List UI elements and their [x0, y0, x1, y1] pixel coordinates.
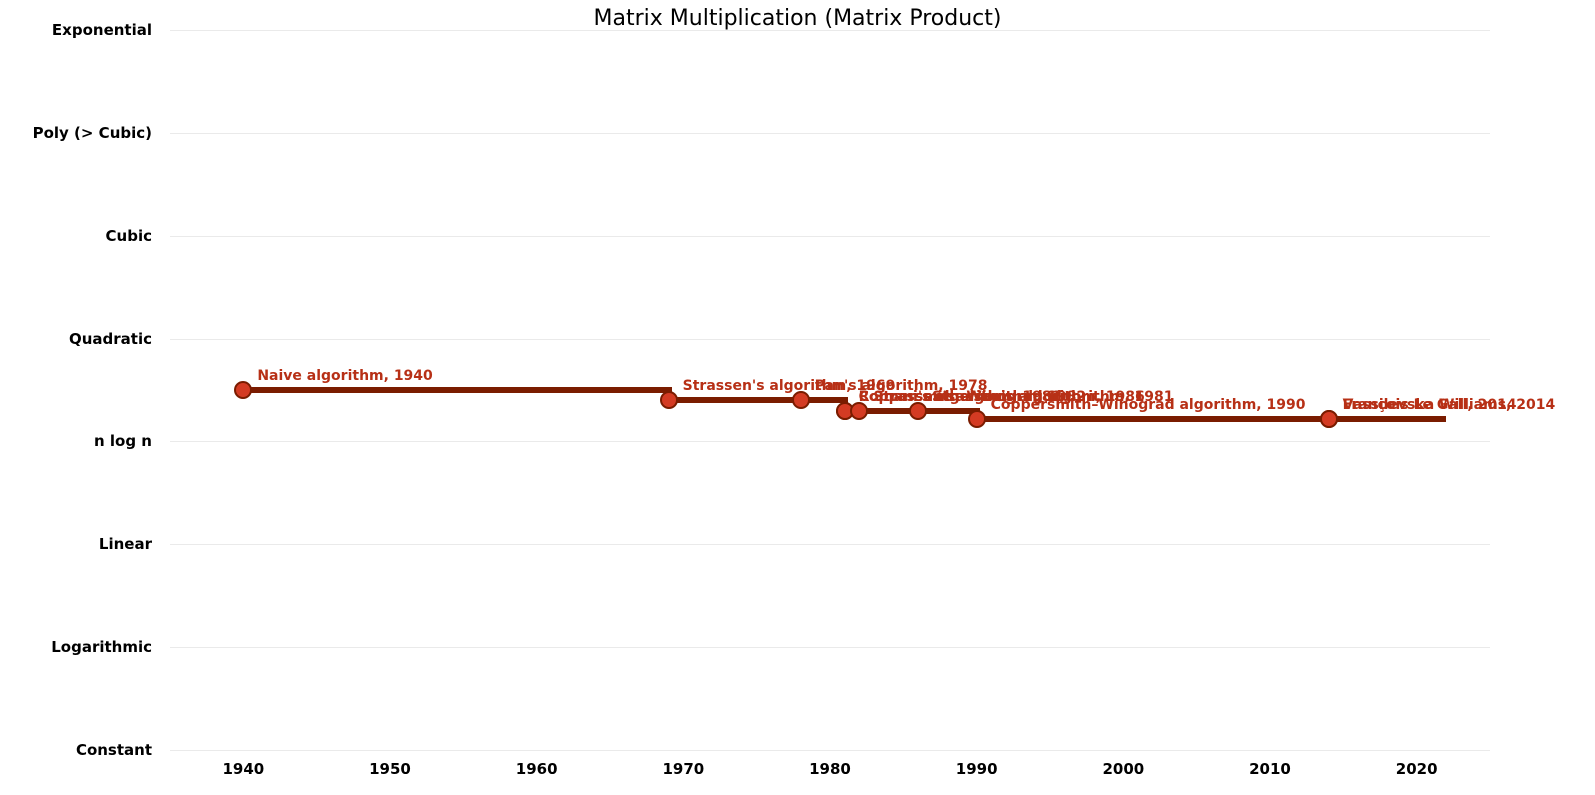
- step-line-segment: [669, 397, 801, 403]
- gridline: [170, 647, 1490, 648]
- chart-container: Matrix Multiplication (Matrix Product) C…: [0, 0, 1595, 795]
- y-tick-label: Exponential: [52, 21, 170, 39]
- step-line-segment: [243, 387, 668, 393]
- data-point-marker: [1320, 410, 1338, 428]
- data-point-marker: [968, 410, 986, 428]
- x-tick-label: 2010: [1249, 750, 1291, 778]
- x-tick-label: 1960: [516, 750, 558, 778]
- x-tick-label: 1990: [956, 750, 998, 778]
- y-tick-label: n log n: [94, 432, 170, 450]
- chart-title: Matrix Multiplication (Matrix Product): [0, 6, 1595, 31]
- x-tick-label: 1940: [222, 750, 264, 778]
- gridline: [170, 441, 1490, 442]
- y-tick-label: Logarithmic: [51, 638, 170, 656]
- x-tick-label: 1950: [369, 750, 411, 778]
- y-tick-label: Cubic: [106, 227, 170, 245]
- x-tick-label: 1980: [809, 750, 851, 778]
- y-tick-label: Linear: [99, 535, 170, 553]
- y-tick-label: Poly (> Cubic): [33, 124, 170, 142]
- gridline: [170, 544, 1490, 545]
- data-point-marker: [660, 391, 678, 409]
- data-point-marker: [792, 391, 810, 409]
- gridline: [170, 133, 1490, 134]
- step-line-segment: [977, 416, 1329, 422]
- x-tick-label: 2000: [1102, 750, 1144, 778]
- y-tick-label: Quadratic: [69, 330, 170, 348]
- gridline: [170, 236, 1490, 237]
- gridline: [170, 30, 1490, 31]
- data-point-marker: [850, 402, 868, 420]
- gridline: [170, 339, 1490, 340]
- x-tick-label: 2020: [1396, 750, 1438, 778]
- x-tick-label: 1970: [662, 750, 704, 778]
- data-point-marker: [234, 381, 252, 399]
- step-line-segment: [1329, 416, 1446, 422]
- data-point-label: Coppersmith–Winograd algorithm, 1990: [991, 397, 1306, 413]
- data-point-label: François Le Gall, 2014: [1343, 397, 1517, 413]
- plot-area: ConstantLogarithmicLinearn log nQuadrati…: [170, 30, 1490, 750]
- y-tick-label: Constant: [76, 741, 170, 759]
- data-point-marker: [909, 402, 927, 420]
- data-point-label: Naive algorithm, 1940: [257, 368, 432, 384]
